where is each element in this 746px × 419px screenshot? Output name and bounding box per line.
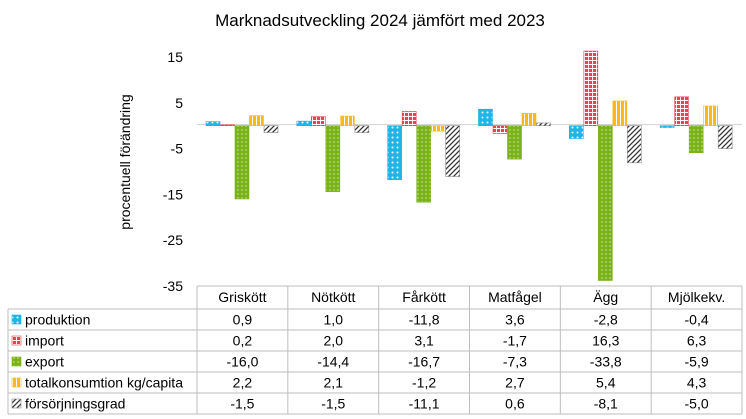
legend-key-import — [11, 335, 22, 346]
x-tick-label: Mjölkekv. — [668, 289, 725, 305]
data-label: -2,8 — [594, 312, 618, 328]
bar-import-agg — [583, 50, 599, 127]
legend-label-export: export — [25, 354, 64, 370]
data-label: 2,0 — [324, 333, 344, 349]
bar-produktion-notkott — [296, 120, 312, 127]
bar-produktion-matfagel — [478, 108, 493, 126]
data-label: -16,0 — [226, 354, 258, 370]
x-tick-label: Nötkött — [311, 289, 355, 305]
data-table: Griskött Nötkött Fårkött Matfågel Ägg Mjölkek… — [7, 285, 743, 415]
bar-import-mjolkekv — [674, 96, 689, 127]
data-label: -1,5 — [230, 396, 254, 412]
bar-export-griskott — [234, 125, 250, 200]
bar-export-farkott — [416, 125, 431, 203]
data-label: -11,1 — [409, 396, 440, 412]
bar-export-mjolkekv — [688, 125, 704, 154]
bar-import-notkott — [311, 116, 326, 127]
data-label: 0,6 — [505, 396, 525, 412]
y-tick-label: -25 — [163, 232, 183, 248]
bar-import-farkott — [401, 111, 417, 126]
legend-label-totalkonsumtion-kg-capita: totalkonsumtion kg/capita — [25, 375, 183, 391]
chart-title: Marknadsutveckling 2024 jämfört med 2023 — [215, 11, 545, 30]
bar-totalkonsumtion-kg-capita-mjolkekv — [703, 105, 718, 126]
data-label: -33,8 — [590, 354, 622, 370]
bar-forsorjningsgrad-matfagel — [536, 122, 551, 127]
y-axis-label: procentuell förändring — [117, 94, 133, 229]
bar-totalkonsumtion-kg-capita-notkott — [340, 115, 355, 127]
data-label: -1,7 — [503, 333, 527, 349]
bar-totalkonsumtion-kg-capita-matfagel — [521, 113, 537, 126]
data-label: 2,1 — [324, 375, 344, 391]
bar-produktion-griskott — [205, 121, 221, 127]
bar-import-griskott — [220, 124, 235, 126]
bar-produktion-mjolkekv — [659, 125, 675, 128]
data-label: -0,4 — [685, 312, 709, 328]
data-label: -8,1 — [594, 396, 618, 412]
x-tick-label: Ägg — [593, 289, 618, 305]
y-tick-label: -15 — [163, 186, 183, 202]
x-tick-label: Griskött — [218, 289, 266, 305]
bar-forsorjningsgrad-farkott — [445, 125, 460, 177]
y-tick-label: 15 — [167, 49, 183, 65]
data-label: -7,3 — [503, 354, 527, 370]
data-label: 3,6 — [505, 312, 525, 328]
data-label: 4,3 — [687, 375, 707, 391]
x-tick-label: Fårkött — [402, 289, 446, 305]
data-label: -1,2 — [412, 375, 436, 391]
bar-import-matfagel — [492, 125, 508, 134]
bar-export-notkott — [325, 125, 341, 192]
legend-label-produktion: produktion — [25, 312, 90, 328]
data-label: 0,2 — [233, 333, 253, 349]
data-label: -11,8 — [409, 312, 440, 328]
data-label: 5,4 — [596, 375, 616, 391]
bar-export-matfagel — [507, 125, 522, 160]
bar-totalkonsumtion-kg-capita-agg — [612, 100, 628, 127]
bar-produktion-agg — [569, 125, 584, 139]
x-tick-label: Matfågel — [488, 289, 542, 305]
data-label: 2,7 — [505, 375, 525, 391]
data-label: 1,0 — [324, 312, 344, 328]
bar-forsorjningsgrad-mjolkekv — [717, 125, 733, 149]
legend-key-totalkonsumtion-kg-capita — [11, 377, 22, 388]
data-label: -14,4 — [317, 354, 349, 370]
y-tick-label: -5 — [171, 141, 184, 157]
data-label: 2,2 — [233, 375, 253, 391]
data-label: -5,9 — [685, 354, 709, 370]
bar-forsorjningsgrad-griskott — [263, 125, 279, 133]
data-label: -1,5 — [321, 396, 345, 412]
data-label: 16,3 — [592, 333, 619, 349]
data-label: 3,1 — [414, 333, 434, 349]
legend-label-forsorjningsgrad: försörjningsgrad — [25, 396, 125, 412]
bar-forsorjningsgrad-notkott — [354, 125, 370, 133]
y-tick-label: 5 — [175, 95, 183, 111]
bar-export-agg — [598, 125, 613, 281]
legend-label-import: import — [25, 333, 64, 349]
bar-totalkonsumtion-kg-capita-farkott — [430, 125, 446, 132]
legend-key-export — [11, 356, 22, 367]
bars — [205, 50, 733, 281]
data-label: -5,0 — [685, 396, 709, 412]
bar-forsorjningsgrad-agg — [627, 125, 642, 164]
y-axis: 15 5 -5 -15 -25 -35 — [163, 49, 183, 294]
bar-totalkonsumtion-kg-capita-griskott — [249, 115, 264, 127]
data-label: 0,9 — [233, 312, 253, 328]
legend-key-produktion — [11, 314, 22, 325]
data-label: 6,3 — [687, 333, 707, 349]
data-label: -16,7 — [408, 354, 440, 370]
bar-produktion-farkott — [387, 125, 402, 181]
y-tick-label: -35 — [163, 278, 183, 294]
legend-key-forsorjningsgrad — [11, 398, 22, 409]
